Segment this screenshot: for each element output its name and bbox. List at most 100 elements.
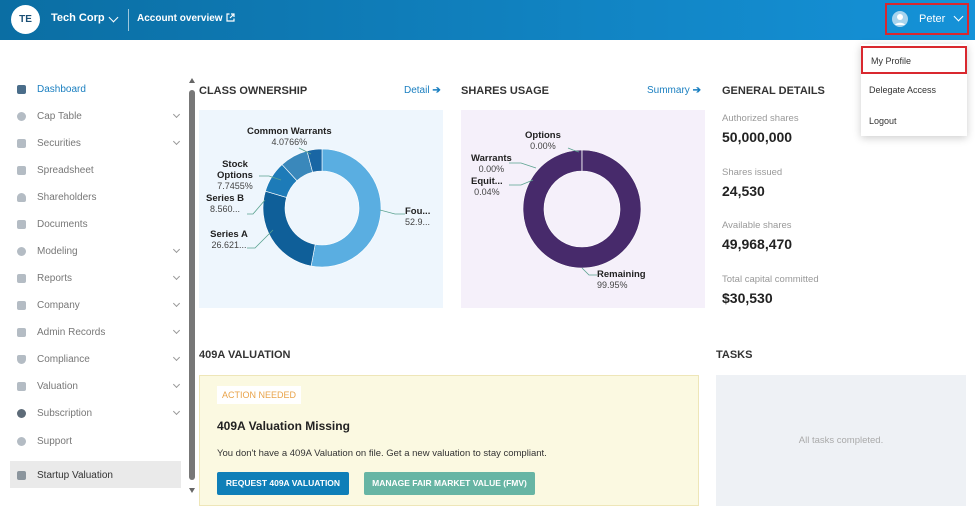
- sidebar-item-label: Spreadsheet: [37, 165, 94, 176]
- external-link-icon[interactable]: [226, 13, 235, 22]
- class-ownership-title: CLASS OWNERSHIP: [199, 85, 308, 97]
- scroll-down-arrow-icon[interactable]: [189, 488, 195, 493]
- sidebar-item-subscription[interactable]: Subscription: [17, 403, 183, 423]
- menu-item-logout[interactable]: Logout: [869, 116, 897, 126]
- sidebar-item-dashboard[interactable]: Dashboard: [17, 79, 183, 99]
- donut-segment-common-warrants[interactable]: [306, 148, 323, 173]
- valuation-icon: [17, 382, 26, 391]
- class-ownership-donut-chart[interactable]: [199, 110, 443, 308]
- leader-line: [581, 267, 597, 276]
- sidebar-item-label: Reports: [37, 273, 73, 284]
- leader-line: [247, 229, 274, 249]
- tasks-card: All tasks completed.: [716, 375, 966, 506]
- manage-fmv-button[interactable]: MANAGE FAIR MARKET VALUE (FMV): [364, 472, 535, 495]
- legend-label-stock-options: Stock Options 7.7455%: [212, 159, 258, 192]
- account-overview-link[interactable]: Account overview: [137, 13, 223, 24]
- sidebar-item-valuation[interactable]: Valuation: [17, 376, 183, 396]
- summary-link-label: Summary: [647, 85, 690, 96]
- arrow-right-icon: ➔: [692, 85, 701, 96]
- request-409a-button[interactable]: REQUEST 409A VALUATION: [217, 472, 349, 495]
- sidebar-item-reports[interactable]: Reports: [17, 268, 183, 288]
- sidebar-item-label: Subscription: [37, 408, 93, 419]
- legend-label-founders: Fou... 52.9...: [405, 206, 430, 228]
- tasks-empty-message: All tasks completed.: [798, 435, 884, 446]
- records-icon: [17, 328, 26, 337]
- sidebar-item-cap-table[interactable]: Cap Table: [17, 106, 183, 126]
- shares-usage-summary-link[interactable]: Summary ➔: [647, 85, 701, 96]
- sidebar-item-shareholders[interactable]: Shareholders: [17, 187, 183, 207]
- leader-line: [259, 175, 282, 181]
- segment-name: Options: [525, 130, 561, 141]
- company-avatar[interactable]: TE: [11, 5, 40, 34]
- sidebar-item-securities[interactable]: Securities: [17, 133, 183, 153]
- header-divider: [128, 9, 129, 31]
- sidebar-item-spreadsheet[interactable]: Spreadsheet: [17, 160, 183, 180]
- person-icon: [17, 193, 26, 202]
- class-ownership-chart-card: Common Warrants 4.0766% Stock Options 7.74…: [199, 110, 443, 308]
- menu-item-delegate-access[interactable]: Delegate Access: [869, 85, 937, 95]
- chevron-down-icon: [172, 299, 181, 308]
- valuation-section-title: 409A VALUATION: [199, 349, 291, 361]
- legend-label-series-a: Series A 26.621...: [209, 229, 249, 251]
- available-shares-value: 49,968,470: [722, 236, 793, 252]
- user-name: Peter: [919, 13, 946, 25]
- shares-usage-donut-chart[interactable]: [461, 110, 705, 308]
- legend-label-series-b: Series B 8.560...: [205, 193, 245, 215]
- sidebar-item-modeling[interactable]: Modeling: [17, 241, 183, 261]
- total-capital-label: Total capital committed: [722, 274, 819, 285]
- sidebar-item-company[interactable]: Company: [17, 295, 183, 315]
- authorized-shares-value: 50,000,000: [722, 129, 793, 145]
- scroll-up-arrow-icon[interactable]: [189, 78, 195, 83]
- sidebar-item-support[interactable]: Support: [17, 431, 183, 451]
- chevron-down-icon: [172, 380, 181, 389]
- chevron-down-icon: [172, 353, 181, 362]
- top-bar: TE Tech Corp Account overview Peter: [0, 0, 975, 40]
- segment-name: Series A: [210, 229, 248, 240]
- document-icon: [17, 139, 26, 148]
- sidebar-item-startup-valuation[interactable]: Startup Valuation: [10, 461, 181, 488]
- chevron-down-icon[interactable]: [108, 12, 119, 23]
- segment-name: Fou...: [405, 206, 431, 217]
- sidebar-item-compliance[interactable]: Compliance: [17, 349, 183, 369]
- segment-name: Warrants: [471, 153, 512, 164]
- donut-segment-remaining[interactable]: [522, 149, 642, 269]
- bulb-icon: [17, 247, 26, 256]
- segment-name: Common Warrants: [247, 126, 332, 137]
- leader-line: [247, 199, 266, 215]
- user-menu-button[interactable]: Peter: [885, 3, 969, 35]
- startup-icon: [17, 471, 26, 480]
- chevron-down-icon: [953, 11, 964, 22]
- sidebar-item-admin-records[interactable]: Admin Records: [17, 322, 183, 342]
- segment-name: Remaining: [597, 269, 646, 280]
- segment-name: Stock Options: [217, 159, 253, 181]
- legend-label-equity: Equit... 0.04%: [471, 176, 503, 198]
- scrollbar-thumb[interactable]: [189, 90, 195, 480]
- class-ownership-detail-link[interactable]: Detail ➔: [404, 85, 441, 96]
- menu-item-my-profile[interactable]: My Profile: [861, 46, 967, 74]
- leader-line: [509, 179, 534, 186]
- chevron-down-icon: [172, 326, 181, 335]
- sidebar-item-label: Startup Valuation: [37, 470, 113, 481]
- segment-pct: 7.7455%: [217, 181, 253, 191]
- segment-pct: 99.95%: [597, 280, 628, 290]
- sidebar-scrollbar[interactable]: [189, 78, 195, 498]
- shares-usage-chart-card: Options 0.00% Warrants 0.00% Equit... 0.04%…: [461, 110, 705, 308]
- valuation-description: You don't have a 409A Valuation on file.…: [217, 448, 547, 459]
- donut-segment-fou[interactable]: [310, 148, 382, 268]
- segment-name: Series B: [205, 193, 245, 204]
- sidebar-item-documents[interactable]: Documents: [17, 214, 183, 234]
- sidebar-item-label: Admin Records: [37, 327, 106, 338]
- user-avatar-icon: [892, 11, 908, 27]
- donut-segment-series-a[interactable]: [262, 190, 316, 267]
- chevron-down-icon: [172, 245, 181, 254]
- sidebar-item-label: Compliance: [37, 354, 90, 365]
- segment-pct: 0.00%: [478, 164, 505, 174]
- sidebar-item-label: Company: [37, 300, 80, 311]
- sidebar-item-label: Dashboard: [37, 84, 86, 95]
- segment-pct: 0.04%: [474, 187, 500, 197]
- company-switcher[interactable]: Tech Corp: [51, 12, 105, 24]
- dashboard-icon: [17, 85, 26, 94]
- chevron-down-icon: [172, 407, 181, 416]
- building-icon: [17, 301, 26, 310]
- tasks-title: TASKS: [716, 349, 753, 361]
